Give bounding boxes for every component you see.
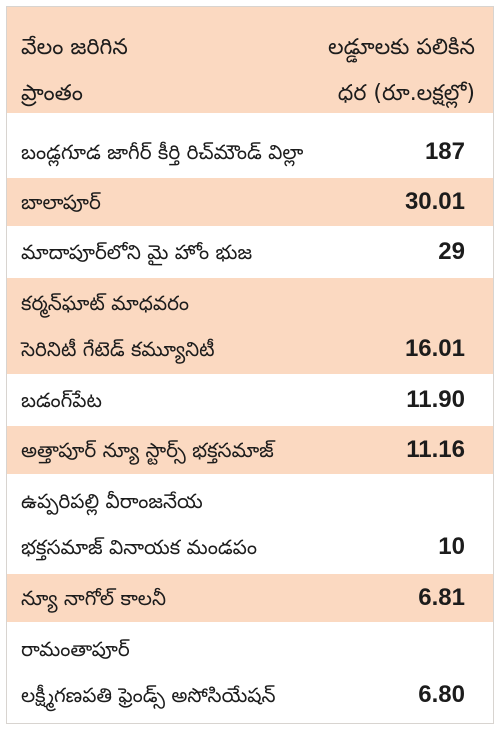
table-row: ఉప్పరిపల్లి వీరాంజనేయ భక్తసమాజ్ వినాయక మ… [7, 476, 493, 574]
header-location-line2: ప్రాంతం [21, 81, 83, 106]
row-location-line1: ఉప్పరిపల్లి వీరాంజనేయ [21, 489, 203, 513]
row-location: బండ్లగూడ జాగీర్ కీర్తి రిచ్‌మౌండ్ విల్లా [21, 140, 304, 164]
row-location-line2: లక్ష్మీగణపతి ఫ్రెండ్స్ అసోసియేషన్ [21, 683, 276, 707]
header-price-line1: లడ్డూలకు పలికిన [328, 35, 475, 60]
row-price: 10 [438, 533, 465, 560]
row-price: 6.80 [418, 681, 465, 708]
row-location-line2: భక్తసమాజ్ వినాయక మండపం [21, 535, 258, 559]
table-row: బాలాపూర్ 30.01 [7, 178, 493, 228]
row-location: బాలాపూర్ [21, 190, 101, 214]
table-row: మాదాపూర్‌లోని మై హోం భుజ 29 [7, 228, 493, 278]
table-row: కర్మన్‌ఘాట్ మాధవరం సెరినిటీ గేటెడ్ కమ్యూ… [7, 278, 493, 376]
row-location-line2: సెరినిటీ గేటెడ్ కమ్యూనిటీ [21, 337, 215, 361]
table-row: బండ్లగూడ జాగీర్ కీర్తి రిచ్‌మౌండ్ విల్లా… [7, 128, 493, 178]
row-location: మాదాపూర్‌లోని మై హోం భుజ [21, 240, 253, 264]
header-price-line2: ధర (రూ.లక్షల్లో) [337, 81, 475, 106]
header-location-line1: వేలం జరిగిన [21, 35, 128, 60]
row-price: 6.81 [418, 584, 465, 611]
table-body: బండ్లగూడ జాగీర్ కీర్తి రిచ్‌మౌండ్ విల్లా… [7, 128, 493, 722]
row-price: 187 [424, 138, 465, 165]
row-price: 11.90 [406, 386, 465, 413]
row-location: ఉప్పరిపల్లి వీరాంజనేయ భక్తసమాజ్ వినాయక మ… [7, 478, 345, 572]
row-location: కర్మన్‌ఘాట్ మాధవరం సెరినిటీ గేటెడ్ కమ్యూ… [7, 280, 345, 374]
table-row: బడంగ్‌పేట 11.90 [7, 376, 493, 426]
header-location: వేలం జరిగిన ప్రాంతం [21, 25, 128, 117]
header-price: లడ్డూలకు పలికిన ధర (రూ.లక్షల్లో) [328, 25, 475, 117]
table-frame [6, 6, 494, 724]
row-location: న్యూ నాగోల్ కాలనీ [21, 586, 167, 610]
row-location: రామంతాపూర్ లక్ష్మీగణపతి ఫ్రెండ్స్ అసోసియ… [7, 626, 345, 720]
table-row: రామంతాపూర్ లక్ష్మీగణపతి ఫ్రెండ్స్ అసోసియ… [7, 624, 493, 722]
row-price: 11.16 [406, 436, 465, 463]
row-location: బడంగ్‌పేట [21, 388, 102, 412]
table-row: అత్తాపూర్ న్యూ స్టార్స్ భక్తసమాజ్ 11.16 [7, 426, 493, 476]
row-location: అత్తాపూర్ న్యూ స్టార్స్ భక్తసమాజ్ [21, 438, 274, 462]
table-row: న్యూ నాగోల్ కాలనీ 6.81 [7, 574, 493, 624]
row-location-line1: రామంతాపూర్ [21, 637, 130, 661]
row-location-line1: కర్మన్‌ఘాట్ మాధవరం [21, 291, 190, 315]
row-price: 30.01 [404, 188, 465, 215]
row-price: 29 [438, 238, 465, 265]
table-header: వేలం జరిగిన ప్రాంతం లడ్డూలకు పలికిన ధర (… [7, 7, 493, 113]
row-price: 16.01 [404, 335, 465, 362]
